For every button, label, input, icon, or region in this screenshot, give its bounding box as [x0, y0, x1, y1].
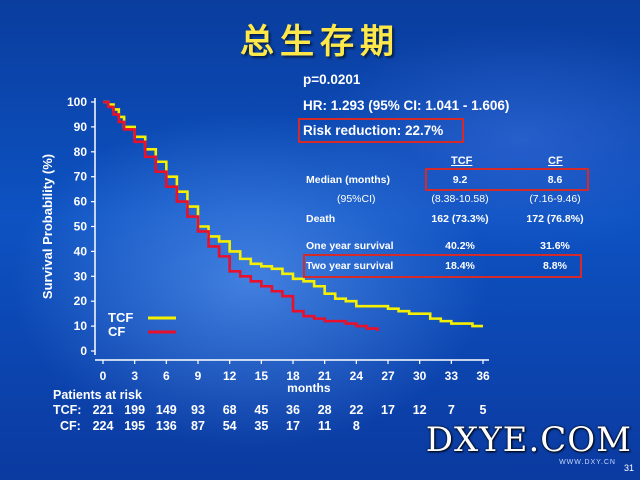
series-line-cf — [103, 100, 379, 332]
table-row-label: (95%CI) — [337, 193, 376, 205]
risk-value: 36 — [286, 403, 300, 417]
risk-row-label-cf: CF: — [60, 419, 81, 433]
legend-label-cf: CF — [108, 324, 125, 339]
x-tick-label: 0 — [100, 369, 107, 383]
y-tick-label: 50 — [74, 220, 88, 234]
table-cell-tcf: 9.2 — [452, 174, 468, 186]
risk-value: 8 — [352, 419, 360, 433]
y-tick-label: 30 — [74, 269, 88, 283]
x-axis-label: months — [287, 381, 331, 395]
y-axis-label: Survival Probability (%) — [40, 154, 55, 299]
y-tick-label: 20 — [74, 294, 88, 308]
x-tick-label: 12 — [223, 369, 237, 383]
risk-value: 87 — [191, 419, 205, 433]
risk-value: 35 — [254, 419, 269, 433]
risk-value: 28 — [317, 403, 332, 417]
risk-value: 224 — [92, 419, 114, 433]
table-row-label: Median (months) — [306, 174, 390, 186]
page-number: 31 — [623, 463, 634, 473]
table-row-label: One year survival — [306, 240, 394, 252]
y-tick-label: 100 — [67, 95, 87, 109]
patients-at-risk-header: Patients at risk — [53, 388, 142, 402]
x-tick-label: 33 — [445, 369, 459, 383]
x-tick-label: 18 — [286, 369, 300, 383]
y-tick-label: 90 — [74, 120, 88, 134]
table-cell-tcf: (8.38-10.58) — [431, 193, 489, 205]
risk-value: 7 — [447, 403, 455, 417]
table-row-label: Death — [306, 213, 336, 225]
x-tick-label: 9 — [195, 369, 202, 383]
risk-reduction: Risk reduction: 22.7% — [303, 123, 444, 138]
table-cell-cf: 8.8% — [543, 260, 567, 272]
x-tick-label: 6 — [163, 369, 170, 383]
risk-value: 221 — [92, 403, 114, 417]
hazard-ratio: HR: 1.293 (95% CI: 1.041 - 1.606) — [303, 98, 510, 113]
y-tick-label: 0 — [80, 344, 87, 358]
watermark-sub: WWW.DXY.CN — [559, 459, 616, 466]
x-tick-label: 3 — [131, 369, 138, 383]
table-cell-tcf: 40.2% — [445, 240, 475, 252]
x-tick-label: 15 — [255, 369, 269, 383]
slide-title: 总生存期 — [240, 22, 400, 62]
risk-value: 149 — [155, 403, 177, 417]
table-header-tcf: TCF — [451, 155, 473, 167]
watermark: DXYE.COM — [425, 420, 632, 460]
table-cell-cf: 31.6% — [540, 240, 570, 252]
risk-value: 12 — [412, 403, 427, 417]
table-row-label: Two year survival — [306, 260, 394, 272]
risk-value: 54 — [222, 419, 237, 433]
risk-row-label-tcf: TCF: — [53, 403, 82, 417]
y-tick-label: 40 — [74, 244, 88, 258]
risk-value: 68 — [222, 403, 237, 417]
y-tick-label: 10 — [74, 319, 88, 333]
risk-value: 136 — [155, 419, 177, 433]
table-cell-cf: 172 (76.8%) — [526, 213, 584, 225]
table-cell-tcf: 18.4% — [445, 260, 475, 272]
p-value: p=0.0201 — [303, 72, 361, 87]
risk-value: 93 — [191, 403, 205, 417]
y-tick-label: 80 — [74, 145, 88, 159]
x-tick-label: 36 — [476, 369, 490, 383]
table-cell-tcf: 162 (73.3%) — [431, 213, 489, 225]
x-tick-label: 30 — [413, 369, 427, 383]
table-cell-cf: 8.6 — [547, 174, 563, 186]
x-tick-label: 27 — [381, 369, 395, 383]
risk-reduction-highlight — [298, 118, 464, 143]
risk-value: 5 — [479, 403, 487, 417]
two-year-highlight — [303, 254, 582, 278]
y-tick-label: 60 — [74, 195, 88, 209]
y-tick-label: 70 — [74, 170, 88, 184]
risk-value: 195 — [124, 419, 146, 433]
risk-value: 199 — [124, 403, 146, 417]
risk-value: 17 — [381, 403, 395, 417]
table-cell-cf: (7.16-9.46) — [529, 193, 581, 205]
risk-value: 17 — [286, 419, 300, 433]
median-highlight — [425, 168, 589, 191]
x-tick-label: 24 — [350, 369, 364, 383]
risk-value: 45 — [254, 403, 269, 417]
legend-label-tcf: TCF — [108, 310, 133, 325]
table-header-cf: CF — [548, 155, 563, 167]
risk-value: 22 — [349, 403, 364, 417]
risk-value: 11 — [318, 419, 332, 433]
x-tick-label: 21 — [318, 369, 332, 383]
